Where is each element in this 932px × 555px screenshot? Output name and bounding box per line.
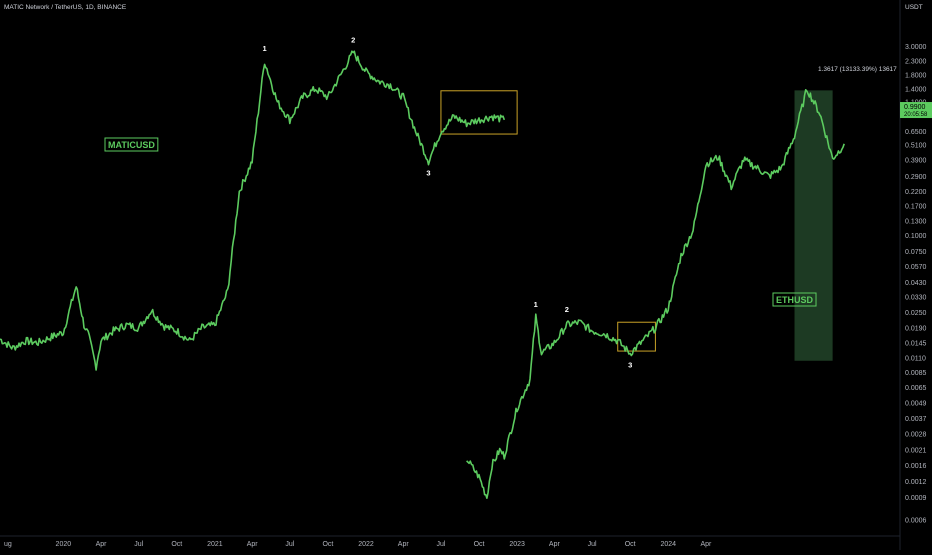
y-tick-label: 0.0110 — [905, 356, 926, 363]
series-line-ethusd — [466, 89, 845, 499]
y-tick-label: 0.5100 — [905, 142, 927, 149]
y-tick-label: 0.3900 — [905, 157, 927, 164]
y-tick-label: 0.1700 — [905, 203, 927, 210]
measure-label: 1.3617 (13133.39%) 13617 — [818, 66, 897, 73]
y-tick-label: 0.0065 — [905, 385, 927, 392]
y-tick-label: 0.0006 — [905, 517, 927, 524]
x-tick-label: Apr — [700, 541, 712, 548]
y-tick-label: 0.1000 — [905, 233, 927, 240]
price-badge-time: 20:05:58 — [904, 112, 928, 118]
y-tick-label: 0.0021 — [905, 448, 927, 455]
series-tag-box-maticusd — [104, 137, 159, 152]
y-tick-label: 0.0430 — [905, 280, 927, 287]
y-tick-label: 0.2200 — [905, 189, 927, 196]
x-tick-label: Apr — [96, 541, 108, 548]
y-tick-label: 0.0012 — [905, 479, 927, 486]
y-tick-label: 0.1300 — [905, 218, 927, 225]
series-tag-ethusd: ETHUSD — [776, 295, 814, 305]
wave-label: 1 — [534, 300, 538, 309]
x-tick-label: 2020 — [56, 541, 72, 548]
y-tick-label: 0.0570 — [905, 264, 927, 271]
y-tick-label: 1.4000 — [905, 86, 927, 93]
price-badge-value: 0.9900 — [904, 104, 926, 111]
series-tag-maticusd: MATICUSD — [108, 140, 155, 150]
x-tick-label: ug — [4, 541, 12, 548]
highlight-box — [617, 321, 656, 352]
y-tick-label: 0.2900 — [905, 174, 927, 181]
x-tick-label: Jul — [588, 541, 597, 548]
y-tick-label: 0.0330 — [905, 295, 927, 302]
y-tick-label: 0.0016 — [905, 463, 927, 470]
x-tick-label: Oct — [171, 541, 182, 548]
wave-label: 3 — [426, 168, 430, 177]
x-tick-label: Oct — [474, 541, 485, 548]
wave-label: 1 — [262, 44, 266, 53]
y-tick-label: 0.0190 — [905, 325, 927, 332]
y-tick-label: 0.0250 — [905, 310, 927, 317]
wave-label: 2 — [351, 35, 355, 44]
price-badge — [900, 102, 932, 119]
currency-label: USDT — [905, 4, 923, 11]
x-tick-label: Oct — [625, 541, 636, 548]
x-tick-label: Apr — [247, 541, 259, 548]
x-tick-label: 2021 — [207, 541, 223, 548]
x-tick-label: Jul — [134, 541, 143, 548]
y-tick-label: 0.0009 — [905, 495, 927, 502]
x-tick-label: Apr — [549, 541, 561, 548]
x-tick-label: 2023 — [509, 541, 525, 548]
y-tick-label: 0.0049 — [905, 401, 927, 408]
x-tick-label: Oct — [322, 541, 333, 548]
y-tick-label: 0.0085 — [905, 370, 927, 377]
chart-title: MATIC Network / TetherUS, 1D, BINANCE — [4, 4, 127, 11]
series-line-maticusd — [0, 50, 506, 371]
x-tick-label: 2022 — [358, 541, 374, 548]
y-tick-label: 0.6500 — [905, 129, 927, 136]
y-tick-label: 1.8000 — [905, 72, 927, 79]
y-tick-label: 3.0000 — [905, 44, 927, 51]
y-tick-label: 2.3000 — [905, 59, 927, 66]
y-tick-label: 0.0145 — [905, 340, 927, 347]
x-tick-label: Jul — [285, 541, 294, 548]
series-tag-box-ethusd — [772, 292, 817, 307]
x-tick-label: Jul — [436, 541, 445, 548]
y-tick-label: 0.0750 — [905, 249, 927, 256]
x-tick-label: 2024 — [660, 541, 676, 548]
y-tick-label: 0.0028 — [905, 432, 927, 439]
wave-label: 3 — [628, 360, 632, 369]
y-tick-label: 0.0037 — [905, 416, 927, 423]
wave-label: 2 — [565, 305, 569, 314]
highlight-box — [440, 90, 518, 135]
x-tick-label: Apr — [398, 541, 410, 548]
measure-zone — [794, 90, 833, 361]
